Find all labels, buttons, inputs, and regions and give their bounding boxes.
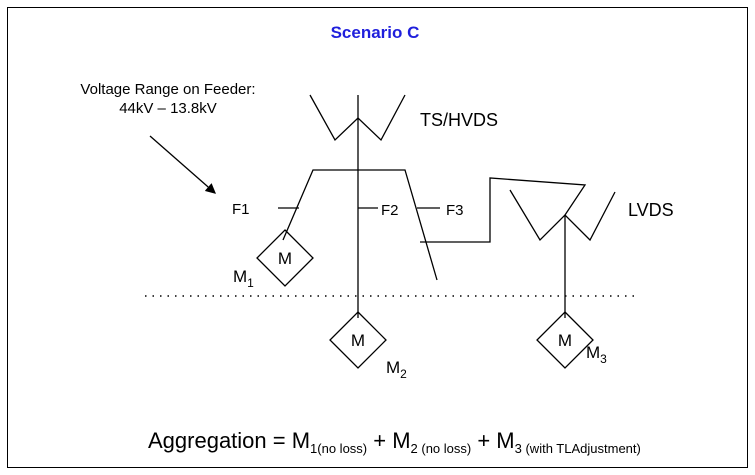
voltage-note: Voltage Range on Feeder: xyxy=(80,81,255,98)
meter-label: M1 xyxy=(233,267,254,290)
meter-label: M2 xyxy=(386,358,407,381)
aggregation-part: + M xyxy=(471,428,514,453)
station-label: LVDS xyxy=(628,200,674,220)
voltage-note: 44kV – 13.8kV xyxy=(119,100,217,117)
feeder-label: F2 xyxy=(381,202,399,219)
aggregation-part: Aggregation = M xyxy=(148,428,310,453)
meter-subscript: 3 xyxy=(600,352,607,366)
wiring xyxy=(145,94,640,369)
aggregation-subscript: 2 (no loss) xyxy=(411,441,472,456)
arrow xyxy=(149,135,216,194)
meter-label: M3 xyxy=(586,343,607,366)
meter-symbol: M xyxy=(351,331,365,350)
title: Scenario C xyxy=(331,23,420,42)
aggregation-subscript: 1(no loss) xyxy=(310,441,367,456)
meter-subscript: 1 xyxy=(247,276,254,290)
meter-symbol: M xyxy=(278,249,292,268)
frame xyxy=(7,7,748,468)
aggregation-subscript: 3 (with TLAdjustment) xyxy=(515,441,641,456)
feeder-label: F1 xyxy=(232,201,250,218)
meter-symbol: M xyxy=(558,331,572,350)
meter-subscript: 2 xyxy=(400,367,407,381)
meter-name: M xyxy=(233,267,247,286)
aggregation-part: + M xyxy=(367,428,410,453)
station-label: TS/HVDS xyxy=(420,110,498,130)
meter-name: M xyxy=(386,358,400,377)
meter-name: M xyxy=(586,343,600,362)
feeder-label: F3 xyxy=(446,202,464,219)
aggregation: Aggregation = M1(no loss) + M2 (no loss)… xyxy=(148,428,641,456)
